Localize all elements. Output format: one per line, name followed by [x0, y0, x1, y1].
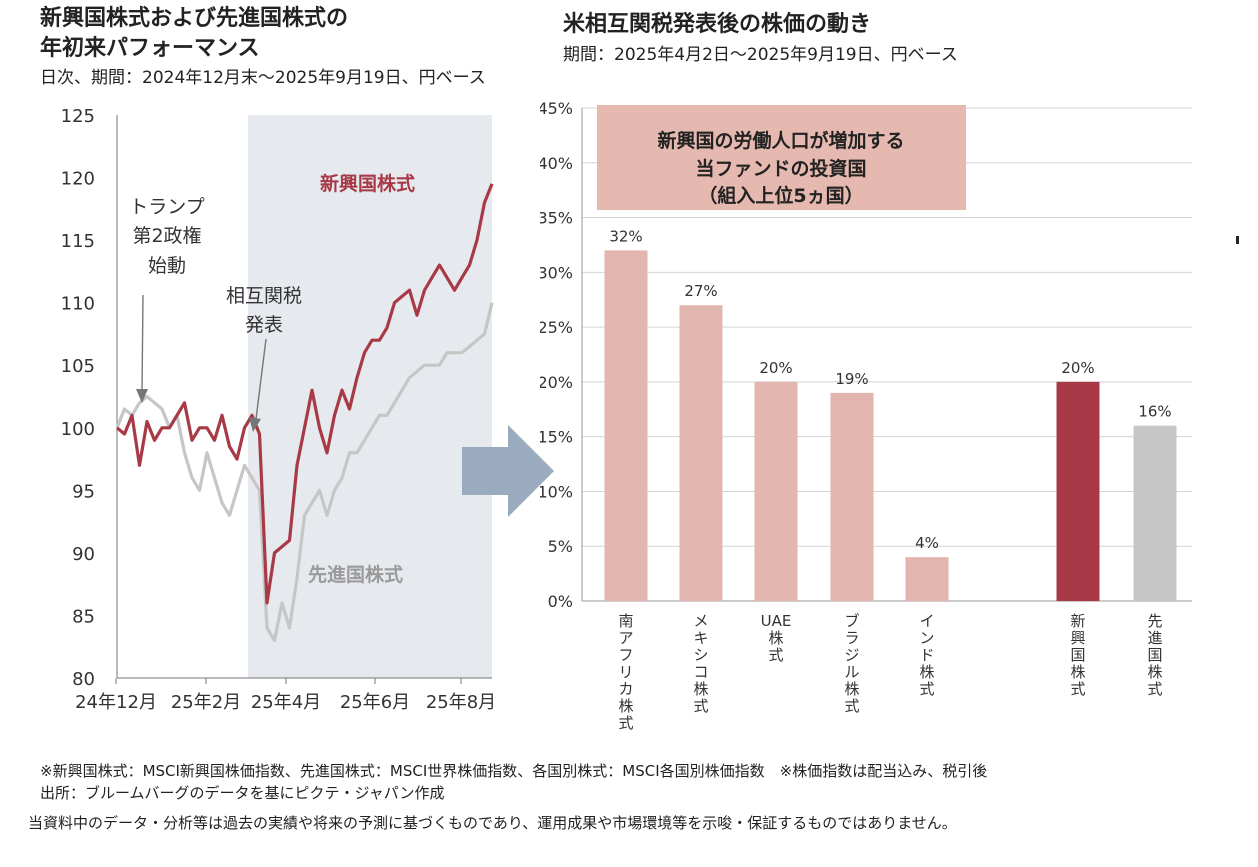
y-tick-label: 25% [540, 318, 573, 337]
y-tick-label: 95 [72, 481, 95, 502]
y-tick-label: 110 [61, 294, 95, 315]
bar-value-label: 27% [684, 282, 717, 300]
x-tick-label: 25年8月 [426, 692, 496, 713]
y-tick-label: 10% [540, 482, 573, 501]
y-tick-label: 115 [61, 231, 95, 252]
bar [905, 557, 949, 601]
left-chart-title-line2: 年初来パフォーマンス [40, 36, 260, 61]
line-chart: 125 120 115 110 105 100 95 90 85 80 24年12月 25年2月 25… [61, 106, 497, 713]
category-label: メキシコ株式 [693, 612, 708, 715]
bar [1056, 381, 1100, 601]
y-tick-label: 120 [61, 169, 95, 190]
y-tick-label: 125 [61, 106, 95, 127]
footnote-source: 出所：ブルームバーグのデータを基にピクテ・ジャパン作成 [40, 784, 445, 802]
y-tick-label: 20% [540, 373, 573, 392]
box-text-line3: （組入上位5ヵ国） [698, 184, 863, 207]
bar-value-label: 4% [915, 534, 939, 552]
box-text-line1: 新興国の労働人口が増加する [657, 129, 904, 152]
bar [754, 381, 798, 601]
category-label: ブラジル株式 [844, 612, 859, 715]
developed-stocks-line [115, 302, 494, 643]
right-chart-title: 米相互関税発表後の株価の動き [563, 12, 872, 37]
tariff-annotation-line2: 発表 [245, 314, 283, 336]
post-tariff-shaded-region [248, 115, 492, 678]
emerging-stocks-line [115, 183, 494, 605]
category-label: 新興国株式 [1070, 612, 1085, 698]
category-label: 南アフリカ株式 [618, 612, 633, 732]
category-label: 先進国株式 [1147, 612, 1162, 698]
tariff-annotation-line1: 相互関税 [226, 285, 302, 307]
bar [679, 305, 723, 601]
y-tick-label: 15% [540, 428, 573, 447]
developed-series-label: 先進国株式 [308, 563, 403, 586]
investment-countries-box [597, 105, 966, 210]
trump-annotation-arrow-stem [141, 294, 144, 392]
disclaimer: 当資料中のデータ・分析等は過去の実績や将来の予測に基づくものであり、運用成果や市… [28, 814, 957, 832]
trump-annotation-arrowhead [136, 389, 148, 403]
y-tick-label: 85 [72, 606, 95, 627]
x-tick-label: 25年2月 [171, 692, 241, 713]
trump-annotation-line1: トランプ [129, 196, 204, 218]
x-tick-label: 25年6月 [340, 692, 410, 713]
tariff-annotation-arrowhead [249, 417, 261, 432]
bar-value-label: 32% [609, 227, 642, 245]
bar-value-label: 19% [835, 370, 868, 388]
y-tick-label: 100 [61, 419, 95, 440]
bar [604, 250, 648, 601]
x-tick-label: 24年12月 [75, 692, 157, 713]
bar [1133, 425, 1177, 601]
emerging-series-label: 新興国株式 [320, 172, 415, 195]
edge-mark [1236, 236, 1239, 244]
bar-chart: 0% 5% 10% 15% 20% 25% 30% 35% 40% 45% 新興国の労働人口が増加… [540, 99, 1192, 732]
transition-arrow-icon [462, 425, 554, 517]
category-label: インド株式 [919, 612, 934, 698]
y-tick-label: 105 [61, 356, 95, 377]
y-tick-label: 90 [72, 544, 95, 565]
footnote-indices: ※新興国株式：MSCI新興国株価指数、先進国株式：MSCI世界株価指数、各国別株… [40, 762, 988, 780]
y-tick-label: 30% [540, 263, 573, 282]
tariff-annotation-arrow-stem [255, 338, 267, 420]
right-chart-subtitle: 期間：2025年4月2日～2025年9月19日、円ベース [563, 45, 958, 65]
y-tick-label: 45% [540, 99, 573, 118]
bar-value-label: 20% [759, 359, 792, 377]
trump-annotation-line3: 始動 [148, 255, 186, 277]
trump-annotation-line2: 第2政権 [132, 225, 201, 247]
left-chart-subtitle: 日次、期間：2024年12月末～2025年9月19日、円ベース [40, 68, 486, 88]
x-tick-label: 25年4月 [251, 692, 321, 713]
bar-value-label: 16% [1138, 403, 1171, 421]
category-label: UAE 株式 [761, 612, 792, 664]
bar-value-label: 20% [1061, 359, 1094, 377]
bar [830, 392, 874, 601]
y-tick-label: 35% [540, 209, 573, 228]
y-tick-label: 40% [540, 154, 573, 173]
box-text-line2: 当ファンドの投資国 [695, 157, 866, 180]
left-chart-title-line1: 新興国株式および先進国株式の [40, 6, 349, 31]
y-tick-label: 80 [72, 669, 95, 690]
y-tick-label: 5% [548, 537, 573, 556]
y-tick-label: 0% [548, 592, 573, 611]
